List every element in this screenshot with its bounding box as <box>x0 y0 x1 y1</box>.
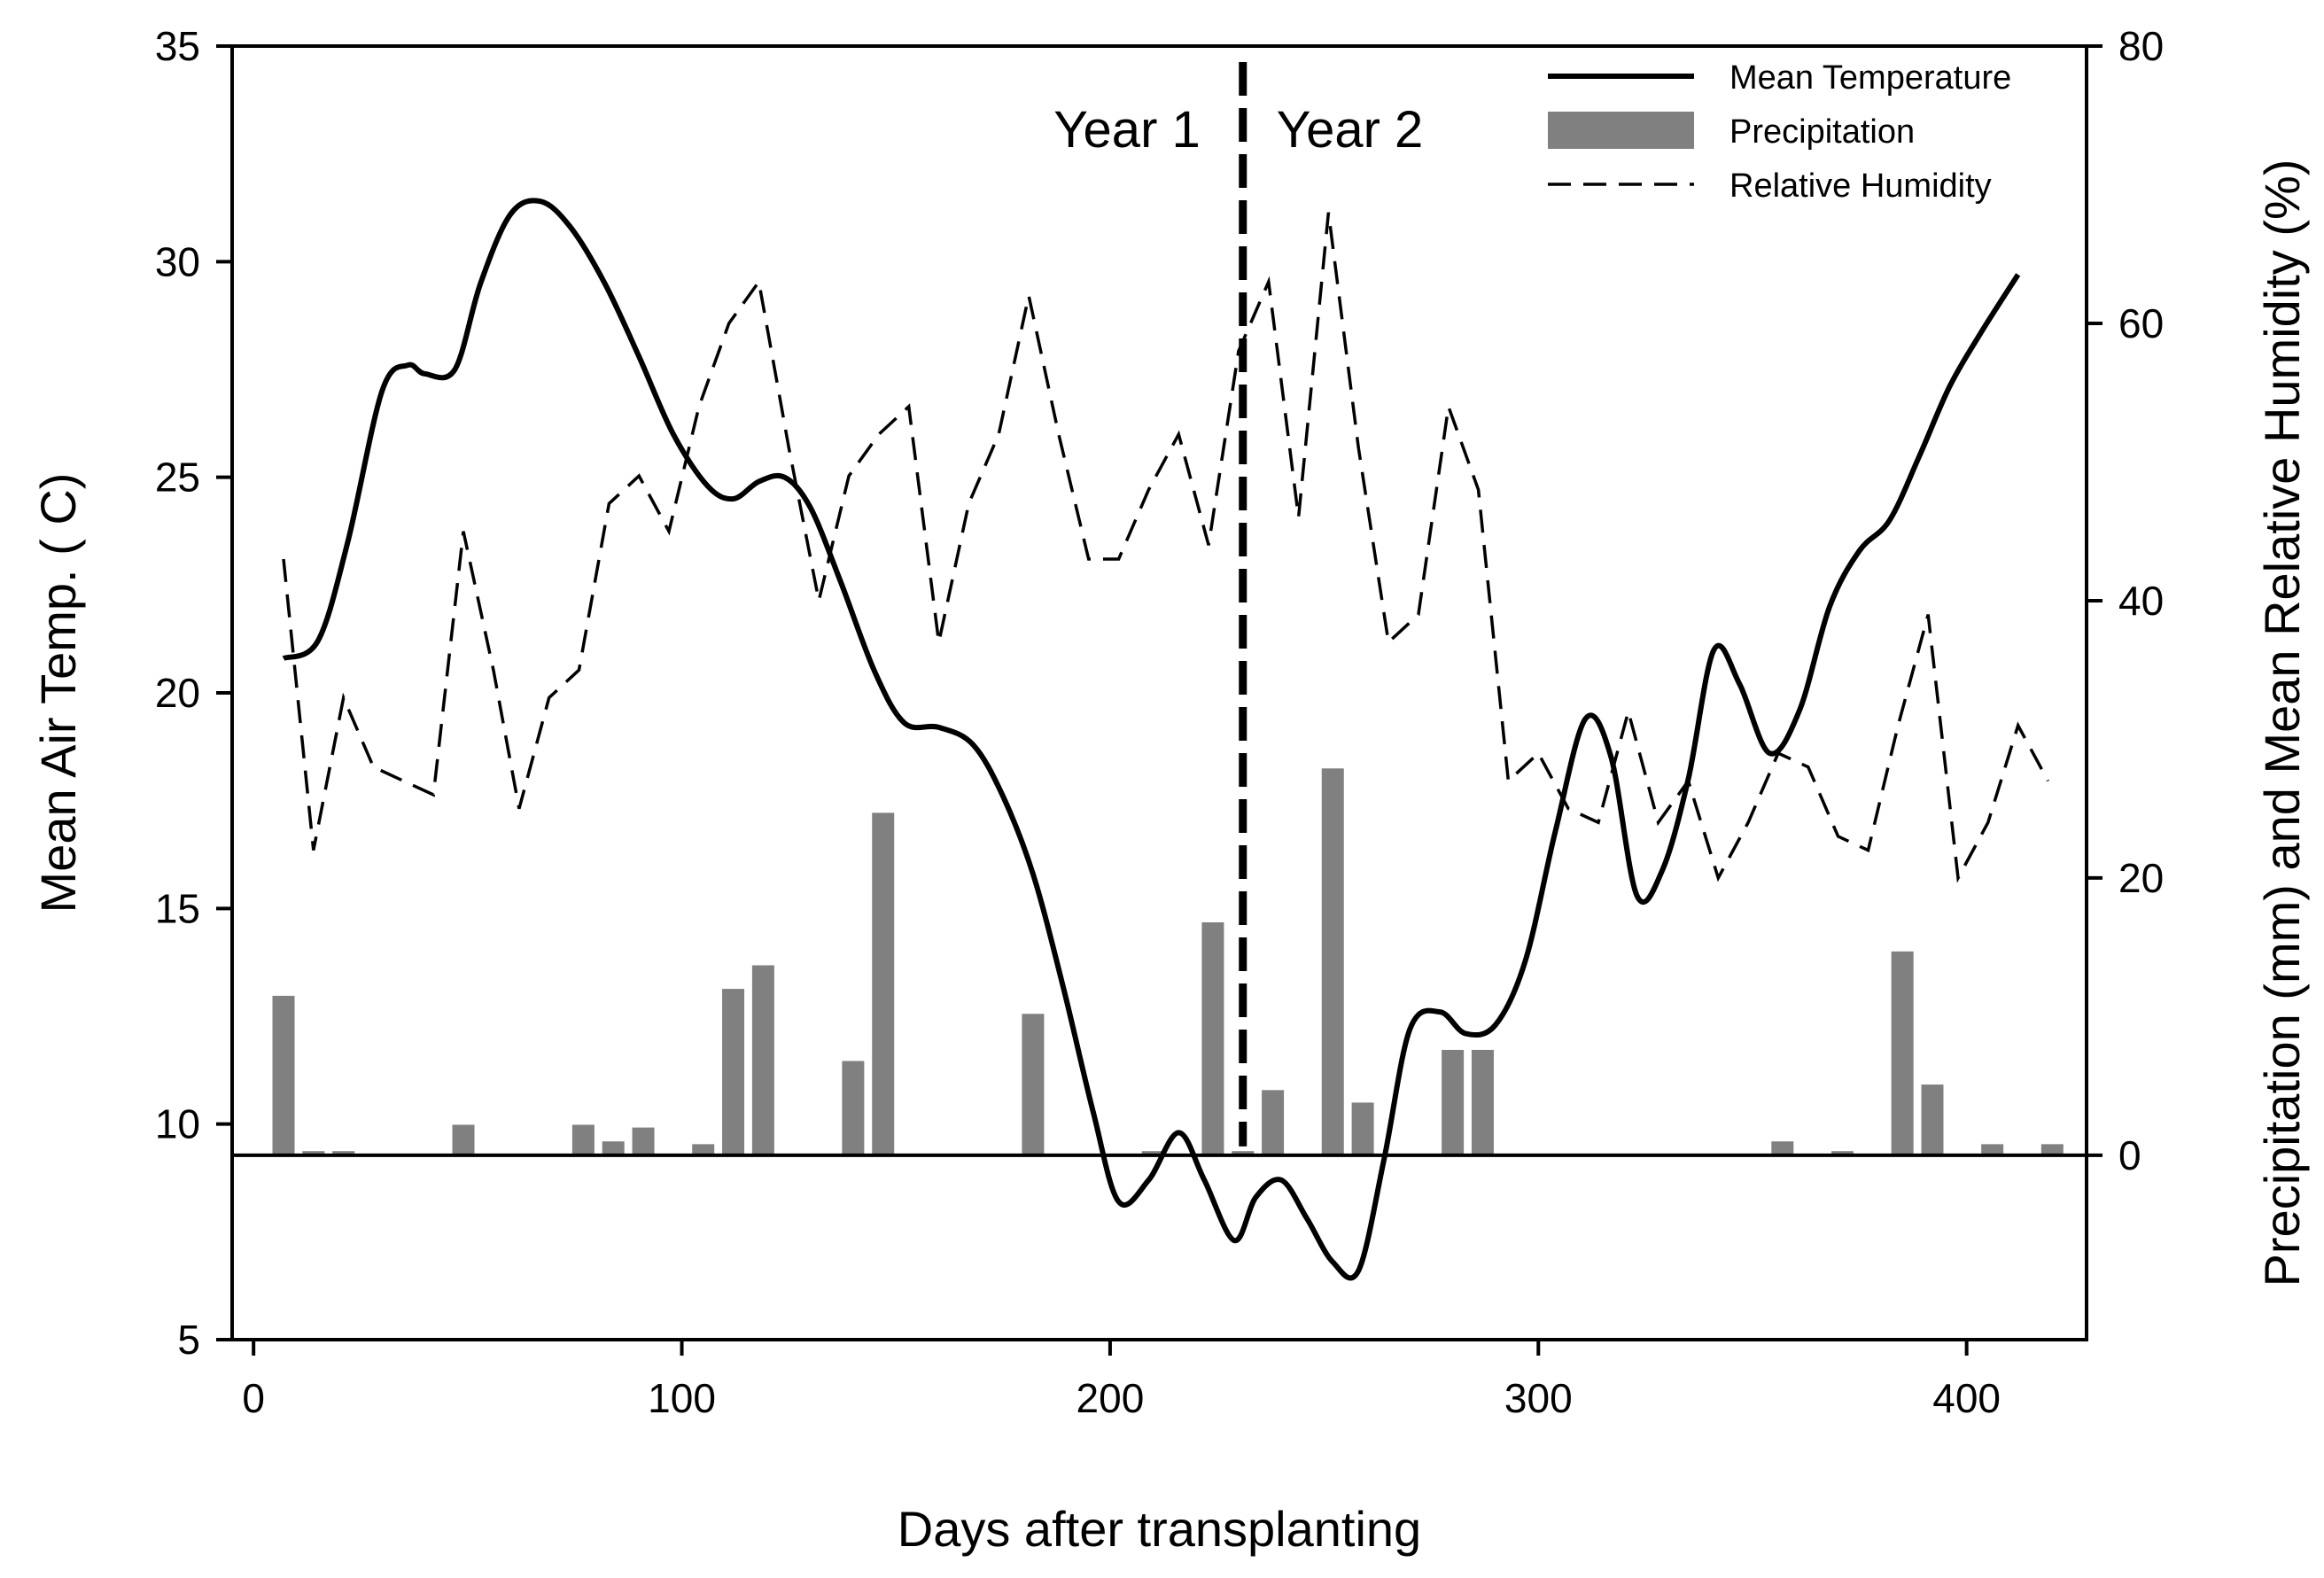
left-y-tick-label: 20 <box>155 670 200 716</box>
year-1-label: Year 1 <box>1053 101 1201 159</box>
precipitation-bar <box>692 1144 715 1155</box>
precipitation-bar <box>751 965 774 1155</box>
precipitation-bar <box>1262 1090 1285 1155</box>
precipitation-bar <box>1921 1084 1944 1155</box>
precipitation-bar <box>571 1124 595 1155</box>
right-y-axis-title: Precipitation (mm) and Mean Relative Hum… <box>2254 159 2310 1287</box>
relative-humidity-series-line <box>282 212 2050 883</box>
precipitation-bar <box>872 812 895 1155</box>
precipitation-bar <box>332 1151 355 1155</box>
precipitation-bar <box>1232 1151 1255 1155</box>
right-y-tick-label: 20 <box>2118 855 2164 901</box>
right-y-tick-label: 80 <box>2118 23 2164 69</box>
precipitation-bar <box>452 1124 475 1155</box>
precipitation-bar <box>1442 1049 1465 1155</box>
x-axis-title: Days after transplanting <box>898 1501 1421 1557</box>
precipitation-bar <box>302 1151 325 1155</box>
precipitation-bar <box>272 995 295 1155</box>
left-y-tick-label: 35 <box>155 23 200 69</box>
precipitation-bar <box>1351 1102 1374 1155</box>
left-y-tick-label: 5 <box>177 1317 200 1363</box>
precipitation-bar <box>632 1127 655 1155</box>
x-tick-label: 100 <box>648 1375 716 1421</box>
precipitation-bars <box>272 768 2064 1155</box>
x-tick-label: 400 <box>1932 1375 2001 1421</box>
precipitation-bar <box>1141 1151 1164 1155</box>
legend-precipitation-label: Precipitation <box>1729 113 1915 151</box>
precipitation-bar <box>2040 1144 2064 1155</box>
precipitation-bar <box>602 1141 625 1155</box>
precipitation-bar <box>1771 1141 1794 1155</box>
precipitation-bar <box>842 1061 865 1155</box>
x-tick-label: 300 <box>1504 1375 1573 1421</box>
right-y-tick-label: 60 <box>2118 300 2164 346</box>
left-y-tick-label: 25 <box>155 455 200 501</box>
left-y-axis-title: Mean Air Temp. ( C) <box>30 473 86 913</box>
legend-humidity-label: Relative Humidity <box>1729 167 1992 205</box>
precipitation-bar <box>1891 951 1914 1155</box>
precipitation-bar <box>722 989 745 1155</box>
left-y-tick-label: 30 <box>155 238 200 284</box>
axis-ticks: 0 100 200 300 400 5 10 15 20 25 30 35 0 20 40 60 80 <box>155 23 2164 1421</box>
x-tick-label: 0 <box>242 1375 265 1421</box>
x-tick-label: 200 <box>1077 1375 1145 1421</box>
left-y-tick-label: 10 <box>155 1101 200 1147</box>
precipitation-bar <box>1201 921 1224 1155</box>
year-2-label: Year 2 <box>1277 101 1424 159</box>
mean-temperature-series-line <box>282 198 2021 1281</box>
right-y-tick-label: 40 <box>2118 578 2164 624</box>
precipitation-bar <box>1471 1049 1494 1155</box>
precipitation-bar <box>1981 1144 2004 1155</box>
legend-precipitation-swatch <box>1548 112 1694 149</box>
precipitation-bar <box>1022 1014 1045 1155</box>
plot-frame <box>230 44 2088 1341</box>
legend: Mean Temperature Precipitation Relative … <box>1548 59 2011 205</box>
left-y-tick-label: 15 <box>155 885 200 931</box>
precipitation-bar <box>1321 768 1344 1155</box>
precipitation-bar <box>1830 1151 1854 1155</box>
legend-temperature-label: Mean Temperature <box>1729 59 2011 97</box>
right-y-tick-label: 0 <box>2118 1132 2141 1178</box>
